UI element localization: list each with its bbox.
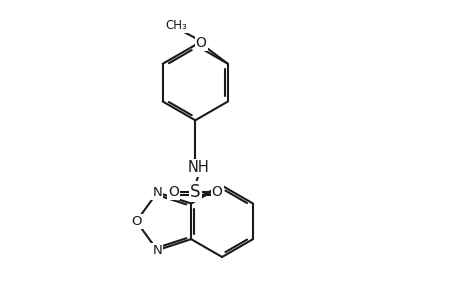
Text: S: S <box>190 183 200 201</box>
Text: CH₃: CH₃ <box>165 19 187 32</box>
Text: NH: NH <box>187 160 209 175</box>
Text: O: O <box>168 184 179 199</box>
Text: O: O <box>196 36 206 50</box>
Text: O: O <box>131 215 141 228</box>
Text: N: N <box>152 244 162 257</box>
Text: N: N <box>152 186 162 199</box>
Text: O: O <box>211 184 222 199</box>
